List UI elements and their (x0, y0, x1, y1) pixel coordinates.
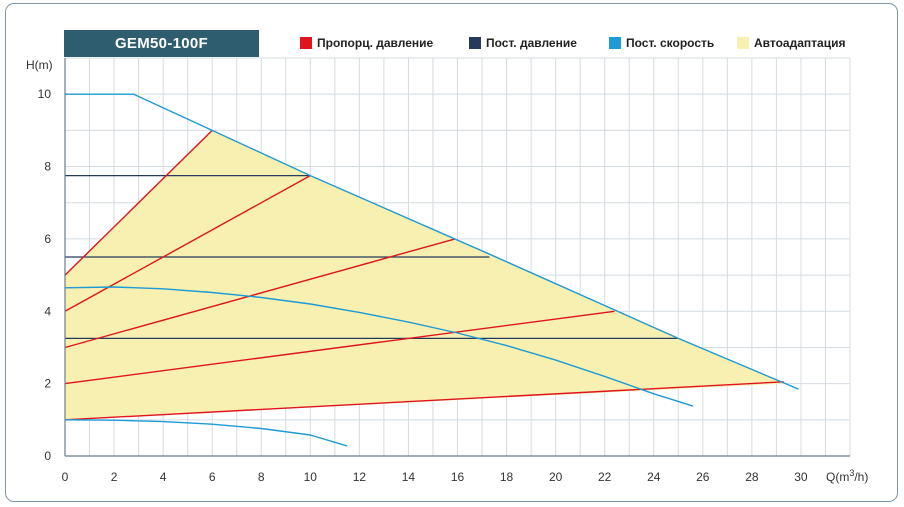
y-tick-label: 6 (44, 232, 51, 246)
x-tick-label: 0 (62, 470, 69, 484)
x-tick-label: 2 (111, 470, 118, 484)
legend-item-constant-speed: Пост. скорость (609, 36, 714, 50)
legend-item-autoadapt: Автоадаптация (737, 36, 845, 50)
x-axis-label-superscript: 3 (849, 468, 854, 478)
x-tick-label: 8 (258, 470, 265, 484)
chart-frame (5, 3, 898, 502)
legend-label-autoadapt: Автоадаптация (754, 36, 846, 50)
constant-speed-curve-1 (65, 93, 799, 390)
x-tick-label: 26 (696, 470, 710, 484)
y-tick-label: 2 (44, 377, 51, 391)
autoadapt-area-layer (65, 130, 784, 420)
y-tick-label: 4 (44, 304, 51, 318)
x-tick-label: 28 (745, 470, 759, 484)
legend-label-proportional: Пропорц. давление (317, 36, 434, 50)
x-tick-label: 30 (794, 470, 808, 484)
proportional-pressure-line-2 (64, 174, 311, 312)
y-tick-label: 8 (44, 160, 51, 174)
x-tick-label: 24 (647, 470, 661, 484)
x-tick-label: 18 (500, 470, 514, 484)
constant-speed-curve-3 (64, 419, 348, 447)
x-axis-label-tail: /h) (854, 470, 868, 484)
proportional-pressure-line-3 (64, 238, 456, 349)
legend-item-constant-pressure: Пост. давление (469, 36, 577, 50)
constant-speed-curve-2 (64, 286, 694, 407)
legend-swatch-constant-pressure (469, 37, 481, 49)
x-tick-label: 14 (402, 470, 416, 484)
x-axis-label: Q(m3/h) (826, 468, 868, 484)
legend-swatch-proportional (300, 37, 312, 49)
chart-title: GEM50-100F (64, 30, 259, 57)
legend-swatch-constant-speed (609, 37, 621, 49)
legend-label-constant-pressure: Пост. давление (486, 36, 577, 50)
x-tick-label: 16 (451, 470, 465, 484)
y-axis-label: H(m) (26, 58, 53, 72)
y-tick-label: 0 (44, 449, 51, 463)
axes (64, 58, 850, 457)
x-tick-label: 10 (304, 470, 318, 484)
proportional-pressure-line-5 (64, 381, 784, 421)
x-tick-label: 4 (160, 470, 167, 484)
x-tick-label: 20 (549, 470, 563, 484)
legend-swatch-autoadapt (737, 37, 749, 49)
x-tick-label: 12 (353, 470, 367, 484)
legend-item-proportional: Пропорц. давление (300, 36, 433, 50)
x-tick-label: 6 (209, 470, 216, 484)
autoadapt-area (65, 130, 784, 420)
x-tick-label: 22 (598, 470, 612, 484)
y-tick-label: 10 (38, 87, 52, 101)
proportional-pressure-line-4 (64, 310, 615, 385)
x-axis-label-main: Q(m (826, 470, 849, 484)
series-layer (64, 93, 799, 447)
proportional-pressure-line-1 (64, 129, 213, 276)
legend-label-constant-speed: Пост. скорость (626, 36, 715, 50)
